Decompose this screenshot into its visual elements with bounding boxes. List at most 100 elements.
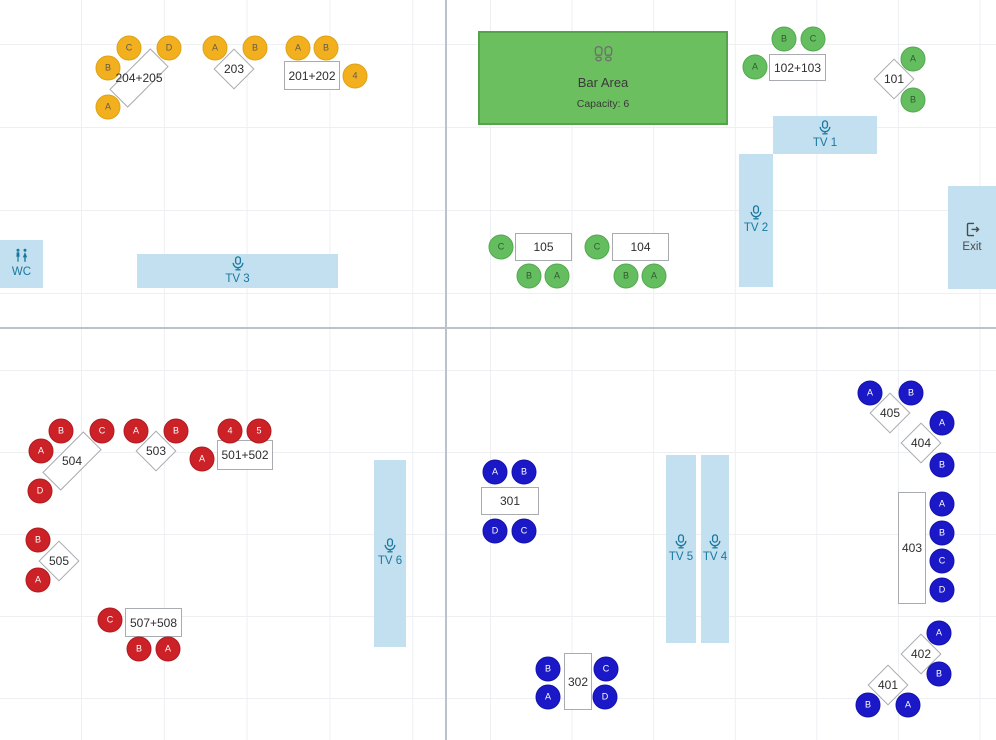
seat-403-B[interactable]: B (929, 520, 955, 546)
seat-203-B[interactable]: B (242, 35, 268, 61)
seat-403-D[interactable]: D (929, 577, 955, 603)
seat-302-D[interactable]: D (592, 684, 618, 710)
table-104-label: 104 (630, 240, 651, 254)
seat-503-A[interactable]: A (123, 418, 149, 444)
tv-zone-TV-5: TV 5 (666, 455, 696, 643)
tv-zone-TV-2: TV 2 (739, 154, 773, 287)
table-507-508[interactable] (125, 608, 182, 637)
seat-102-103-C[interactable]: C (800, 26, 826, 52)
seat-204-205-A[interactable]: A (95, 94, 121, 120)
tv-label: TV 4 (702, 550, 728, 563)
microphone-icon (708, 534, 722, 549)
tv-label: TV 6 (377, 555, 403, 568)
wc-zone: WC (0, 240, 43, 288)
tv-label: TV 1 (812, 136, 838, 149)
tv-label: TV 3 (225, 272, 250, 285)
footprints-icon (590, 45, 617, 68)
restroom-icon (13, 248, 30, 264)
table-501-502-label: 501+502 (221, 448, 269, 462)
seat-505-B[interactable]: B (25, 527, 51, 553)
table-105[interactable] (515, 233, 572, 261)
seat-401-B[interactable]: B (855, 692, 881, 718)
seat-302-C[interactable]: C (593, 656, 619, 682)
seat-503-B[interactable]: B (163, 418, 189, 444)
table-507-508-label: 507+508 (129, 615, 178, 630)
seat-105-C[interactable]: C (488, 234, 514, 260)
tv-zone-TV-3: TV 3 (137, 254, 338, 288)
table-403[interactable] (898, 492, 926, 604)
seat-101-A[interactable]: A (900, 46, 926, 72)
seat-403-A[interactable]: A (929, 491, 955, 517)
microphone-icon (818, 120, 832, 135)
seat-301-D[interactable]: D (482, 518, 508, 544)
table-401-label: 401 (877, 678, 899, 692)
microphone-icon (674, 534, 688, 549)
seat-507-508-B[interactable]: B (126, 636, 152, 662)
table-104[interactable] (612, 233, 669, 261)
seat-203-A[interactable]: A (202, 35, 228, 61)
seat-301-C[interactable]: C (511, 518, 537, 544)
seat-504-B[interactable]: B (48, 418, 74, 444)
seat-204-205-C[interactable]: C (116, 35, 142, 61)
seat-405-B[interactable]: B (898, 380, 924, 406)
seat-404-A[interactable]: A (929, 410, 955, 436)
bar-area-zone[interactable]: Bar Area Capacity: 6 (478, 31, 728, 125)
seat-505-A[interactable]: A (25, 567, 51, 593)
seat-201-202-4[interactable]: 4 (342, 63, 368, 89)
seat-403-C[interactable]: C (929, 548, 955, 574)
table-101-label: 101 (883, 72, 905, 86)
table-501-502[interactable] (217, 440, 273, 470)
seat-504-D[interactable]: D (27, 478, 53, 504)
seat-104-C[interactable]: C (584, 234, 610, 260)
tv-zone-TV-1: TV 1 (773, 116, 877, 154)
bar-area-capacity: Capacity: 6 (576, 97, 630, 110)
seat-204-205-B[interactable]: B (95, 55, 121, 81)
exit-zone: Exit (948, 186, 996, 289)
seat-105-A[interactable]: A (544, 263, 570, 289)
table-102-103-label: 102+103 (773, 60, 822, 75)
microphone-icon (383, 538, 397, 553)
seat-104-A[interactable]: A (641, 263, 667, 289)
table-102-103[interactable] (769, 54, 826, 81)
table-302-label: 302 (567, 674, 589, 689)
table-301[interactable] (481, 487, 539, 515)
table-503-label: 503 (145, 444, 167, 458)
seat-104-B[interactable]: B (613, 263, 639, 289)
seat-302-A[interactable]: A (535, 684, 561, 710)
table-504-label: 504 (61, 454, 83, 468)
table-405-label: 405 (879, 406, 901, 420)
seat-504-A[interactable]: A (28, 438, 54, 464)
seat-302-B[interactable]: B (535, 656, 561, 682)
grid-pane-bottom-left (0, 328, 446, 740)
exit-icon (963, 220, 982, 239)
exit-label: Exit (962, 241, 982, 254)
seat-102-103-A[interactable]: A (742, 54, 768, 80)
seat-402-B[interactable]: B (926, 661, 952, 687)
seat-501-502-A[interactable]: A (189, 446, 215, 472)
table-402-label: 402 (910, 647, 932, 661)
table-403-label: 403 (901, 541, 923, 555)
seat-507-508-C[interactable]: C (97, 607, 123, 633)
seat-105-B[interactable]: B (516, 263, 542, 289)
seat-204-205-D[interactable]: D (156, 35, 182, 61)
seat-201-202-A[interactable]: A (285, 35, 311, 61)
seat-301-B[interactable]: B (511, 459, 537, 485)
table-302[interactable] (564, 653, 592, 710)
bar-area-label: Bar Area (577, 75, 629, 91)
table-201-202[interactable] (284, 61, 340, 90)
seat-501-502-4[interactable]: 4 (217, 418, 243, 444)
seat-301-A[interactable]: A (482, 459, 508, 485)
seat-401-A[interactable]: A (895, 692, 921, 718)
seat-404-B[interactable]: B (929, 452, 955, 478)
seat-405-A[interactable]: A (857, 380, 883, 406)
tv-zone-TV-6: TV 6 (374, 460, 406, 647)
seat-504-C[interactable]: C (89, 418, 115, 444)
seat-101-B[interactable]: B (900, 87, 926, 113)
seat-402-A[interactable]: A (926, 620, 952, 646)
seat-501-502-5[interactable]: 5 (246, 418, 272, 444)
microphone-icon (749, 205, 763, 220)
seat-201-202-B[interactable]: B (313, 35, 339, 61)
seat-507-508-A[interactable]: A (155, 636, 181, 662)
seat-102-103-B[interactable]: B (771, 26, 797, 52)
